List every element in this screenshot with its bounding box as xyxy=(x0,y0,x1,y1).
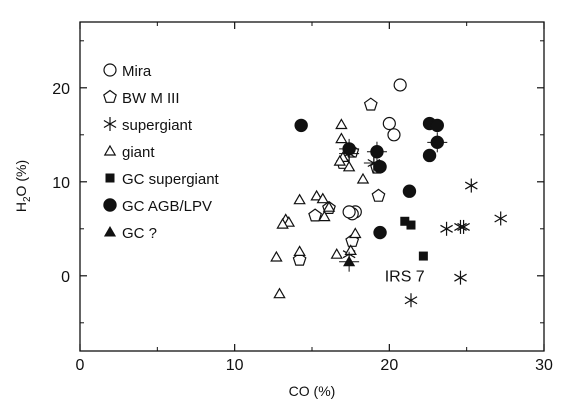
point-mira xyxy=(393,78,407,92)
point-giant xyxy=(273,287,286,299)
legend-marker-gc-supergiant xyxy=(105,173,115,183)
point-supergiant xyxy=(464,178,478,193)
axis-ticks: 0 10 20 30 0 10 20 xyxy=(52,22,553,374)
y-tick-label: 20 xyxy=(52,81,70,98)
point-mira xyxy=(382,116,396,131)
star-stroke xyxy=(404,296,418,305)
star-stroke xyxy=(440,224,453,233)
point-bw-m-iii xyxy=(292,252,307,266)
point-gc-supergiant xyxy=(418,251,428,261)
star-stroke xyxy=(103,119,117,129)
point-supergiant xyxy=(494,211,508,226)
legend-marker-gc xyxy=(103,226,117,237)
point-mira xyxy=(342,205,356,219)
point-bw-m-iii xyxy=(371,188,386,202)
legend-label-mira: Mira xyxy=(122,63,152,80)
star-stroke xyxy=(454,273,467,282)
point-giant xyxy=(356,172,370,184)
x-tick-label: 20 xyxy=(380,357,398,374)
point-gc-agb-lpv xyxy=(422,148,437,163)
point-giant xyxy=(349,227,362,239)
legend-marker-supergiant xyxy=(103,117,117,131)
star-stroke xyxy=(457,222,470,231)
x-tick-label: 30 xyxy=(535,357,553,374)
legend: Mira BW M III supergiant giant GC supergiant… xyxy=(103,63,220,242)
y-axis-label-subscript: 2 xyxy=(22,196,33,202)
legend-label-giant: giant xyxy=(122,144,155,161)
point-mira xyxy=(387,128,401,142)
data-points xyxy=(270,78,508,308)
legend-label-gc-agb-lpv: GC AGB/LPV xyxy=(122,198,212,215)
point-giant xyxy=(335,118,348,130)
point-supergiant xyxy=(404,293,418,308)
point-giant xyxy=(342,160,356,172)
point-giant xyxy=(293,193,306,205)
y-tick-label: 10 xyxy=(52,175,70,192)
point-supergiant xyxy=(440,221,453,236)
point-giant xyxy=(318,210,331,222)
y-axis-label-main: H xyxy=(13,202,29,212)
legend-marker-giant xyxy=(103,144,117,156)
point-gc xyxy=(343,255,356,267)
legend-label-bw-m-iii: BW M III xyxy=(122,90,180,107)
x-tick-label: 10 xyxy=(226,357,244,374)
y-axis-label-rest: O (%) xyxy=(13,160,29,197)
point-supergiant xyxy=(454,270,467,285)
point-giant xyxy=(333,154,347,166)
y-tick-label: 0 xyxy=(61,269,70,286)
point-bw-m-iii xyxy=(308,208,323,222)
point-giant xyxy=(282,216,296,227)
point-bw-m-iii xyxy=(363,97,378,111)
point-giant xyxy=(270,250,283,262)
y-axis-label: H2O (%) xyxy=(13,160,33,212)
point-gc-supergiant xyxy=(400,216,410,226)
point-supergiant xyxy=(457,219,470,234)
point-supergiant xyxy=(454,219,467,234)
point-gc-agb-lpv xyxy=(294,118,308,133)
legend-marker-mira xyxy=(103,63,117,77)
x-tick-label: 0 xyxy=(76,357,85,374)
point-giant xyxy=(335,132,348,144)
point-gc-agb-lpv xyxy=(373,225,387,240)
star-stroke xyxy=(454,222,467,231)
x-axis-label: CO (%) xyxy=(289,383,336,399)
point-gc-agb-lpv xyxy=(402,184,417,198)
star-stroke xyxy=(464,181,478,190)
annotation-irs7: IRS 7 xyxy=(385,268,425,285)
point-giant xyxy=(322,201,336,212)
point-gc-agb-lpv xyxy=(342,142,356,156)
legend-label-gc: GC ? xyxy=(122,225,157,242)
point-giant xyxy=(310,189,323,201)
point-giant xyxy=(330,247,343,259)
point-giant xyxy=(316,192,330,204)
point-gc-agb-lpv xyxy=(370,145,384,159)
point-gc-agb-lpv xyxy=(430,135,444,150)
legend-label-gc-supergiant: GC supergiant xyxy=(122,171,220,188)
point-giant xyxy=(276,217,289,229)
legend-marker-gc-agb-lpv xyxy=(103,198,117,212)
legend-marker-bw-m-iii xyxy=(103,89,117,103)
star-stroke xyxy=(494,214,508,223)
point-gc-supergiant xyxy=(406,220,416,230)
point-gc-agb-lpv xyxy=(373,160,387,174)
point-giant xyxy=(344,244,357,255)
point-gc-agb-lpv xyxy=(430,118,444,133)
point-giant xyxy=(293,245,306,256)
legend-label-supergiant: supergiant xyxy=(122,117,193,134)
